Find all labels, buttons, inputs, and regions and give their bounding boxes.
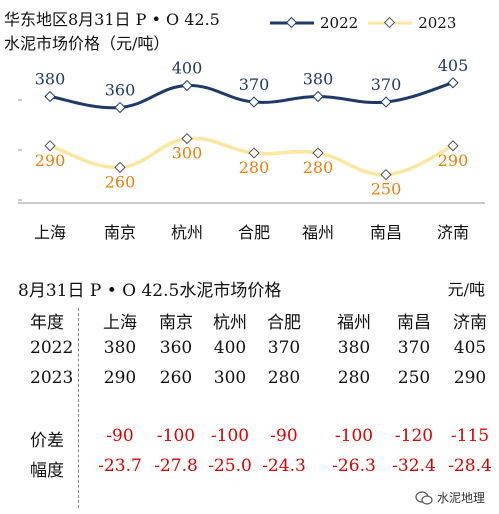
data-point	[114, 101, 126, 114]
legend-item-2022: 2022	[270, 14, 358, 32]
chart-subtitle: 水泥市场价格（元/吨）	[4, 34, 170, 53]
watermark: 水泥地理	[415, 489, 485, 506]
row-label: 价差	[30, 431, 64, 451]
data-point	[380, 96, 392, 108]
table-header-row: 年度 上海 南京 杭州 合肥 福州 南昌 济南	[0, 308, 499, 334]
chart-title: 华东地区8月31日 P • O 42.5	[4, 10, 220, 29]
data-label: 280	[303, 158, 334, 177]
data-label: 280	[239, 158, 270, 177]
table-cell: -100	[334, 426, 374, 446]
data-point	[248, 96, 260, 108]
row-label: 年度	[30, 313, 64, 333]
data-point	[114, 161, 126, 174]
x-tick-label: 杭州	[171, 223, 203, 242]
table-cell: -100	[210, 426, 250, 446]
column-header: 上海	[103, 313, 137, 333]
data-point	[248, 147, 260, 159]
column-header: 合肥	[267, 313, 301, 333]
data-point	[380, 168, 392, 181]
table-unit: 元/吨	[447, 280, 485, 299]
table-cell: -23.7	[98, 456, 142, 476]
table-cell: 400	[213, 338, 247, 358]
table-row: 价差 -90 -100 -100 -90 -100 -120 -115	[0, 426, 499, 452]
x-tick-label: 福州	[302, 223, 334, 242]
table-title: 8月31日 P • O 42.5水泥市场价格	[18, 281, 282, 301]
legend-swatch-2023	[368, 17, 413, 29]
table-cell: 360	[159, 338, 193, 358]
table-cell: -32.4	[392, 456, 436, 476]
row-label: 幅度	[30, 461, 64, 481]
column-header: 福州	[337, 313, 371, 333]
data-point	[44, 90, 56, 103]
data-point	[447, 140, 459, 152]
table-cell: 370	[267, 338, 301, 358]
legend-label-2023: 2023	[418, 14, 457, 32]
data-point	[181, 79, 193, 92]
table-cell: 290	[453, 368, 487, 388]
table-cell: 280	[337, 368, 371, 388]
table-cell: 380	[337, 338, 371, 358]
table-cell: -25.0	[208, 456, 252, 476]
x-tick-label: 上海	[34, 223, 66, 242]
row-label: 2022	[30, 338, 74, 358]
data-point	[44, 140, 56, 152]
table-cell: 300	[213, 368, 247, 388]
table-cell: -115	[450, 426, 490, 446]
x-tick-label: 南京	[104, 223, 136, 242]
table-cell: 370	[397, 338, 431, 358]
data-label: 370	[371, 75, 402, 94]
legend-label-2022: 2022	[320, 14, 359, 32]
table-cell: -26.3	[332, 456, 376, 476]
column-header: 南京	[159, 313, 193, 333]
data-point	[447, 77, 459, 89]
x-tick-label: 南昌	[370, 223, 402, 242]
table-divider	[78, 308, 79, 508]
table-cell: -27.8	[154, 456, 198, 476]
watermark-text: 水泥地理	[436, 491, 485, 505]
column-header: 济南	[453, 313, 487, 333]
wechat-icon	[415, 490, 433, 505]
data-label: 380	[35, 70, 66, 89]
legend-item-2023: 2023	[368, 14, 456, 32]
data-point	[181, 132, 193, 145]
line-chart: 380 360 400 370 380 370 405 290 260 300 280 280 250 2…	[18, 56, 485, 242]
data-label: 290	[35, 151, 66, 170]
table-cell: 290	[103, 368, 137, 388]
row-label: 2023	[30, 368, 74, 388]
table-cell: 280	[267, 368, 301, 388]
table-cell: 380	[103, 338, 137, 358]
x-tick-label: 合肥	[238, 223, 270, 242]
table-cell: -120	[394, 426, 434, 446]
data-label: 290	[438, 151, 469, 170]
table-cell: -90	[106, 426, 134, 446]
data-label: 360	[105, 81, 136, 100]
legend-swatch-2022	[270, 17, 314, 29]
data-label: 250	[371, 180, 402, 199]
column-header: 南昌	[397, 313, 431, 333]
data-point	[312, 90, 324, 103]
table-row: 2023 290 260 300 280 280 250 290	[0, 368, 499, 394]
data-label: 370	[239, 75, 270, 94]
table-cell: -28.4	[448, 456, 492, 476]
data-label: 400	[172, 59, 203, 78]
table-cell: -24.3	[262, 456, 306, 476]
x-tick-label: 济南	[437, 223, 469, 242]
table-cell: 260	[159, 368, 193, 388]
data-label: 380	[303, 70, 334, 89]
data-point	[312, 147, 324, 159]
table-row: 幅度 -23.7 -27.8 -25.0 -24.3 -26.3 -32.4 -28.4	[0, 456, 499, 482]
data-label: 300	[172, 144, 203, 163]
data-label: 405	[438, 56, 469, 75]
table-cell: -90	[270, 426, 298, 446]
data-label: 260	[105, 172, 136, 191]
column-header: 杭州	[213, 313, 247, 333]
table-cell: 405	[453, 338, 487, 358]
chart-legend: 2022 2023	[270, 14, 466, 32]
table-row: 2022 380 360 400 370 380 370 405	[0, 338, 499, 364]
table-cell: -100	[156, 426, 196, 446]
table-cell: 250	[397, 368, 431, 388]
